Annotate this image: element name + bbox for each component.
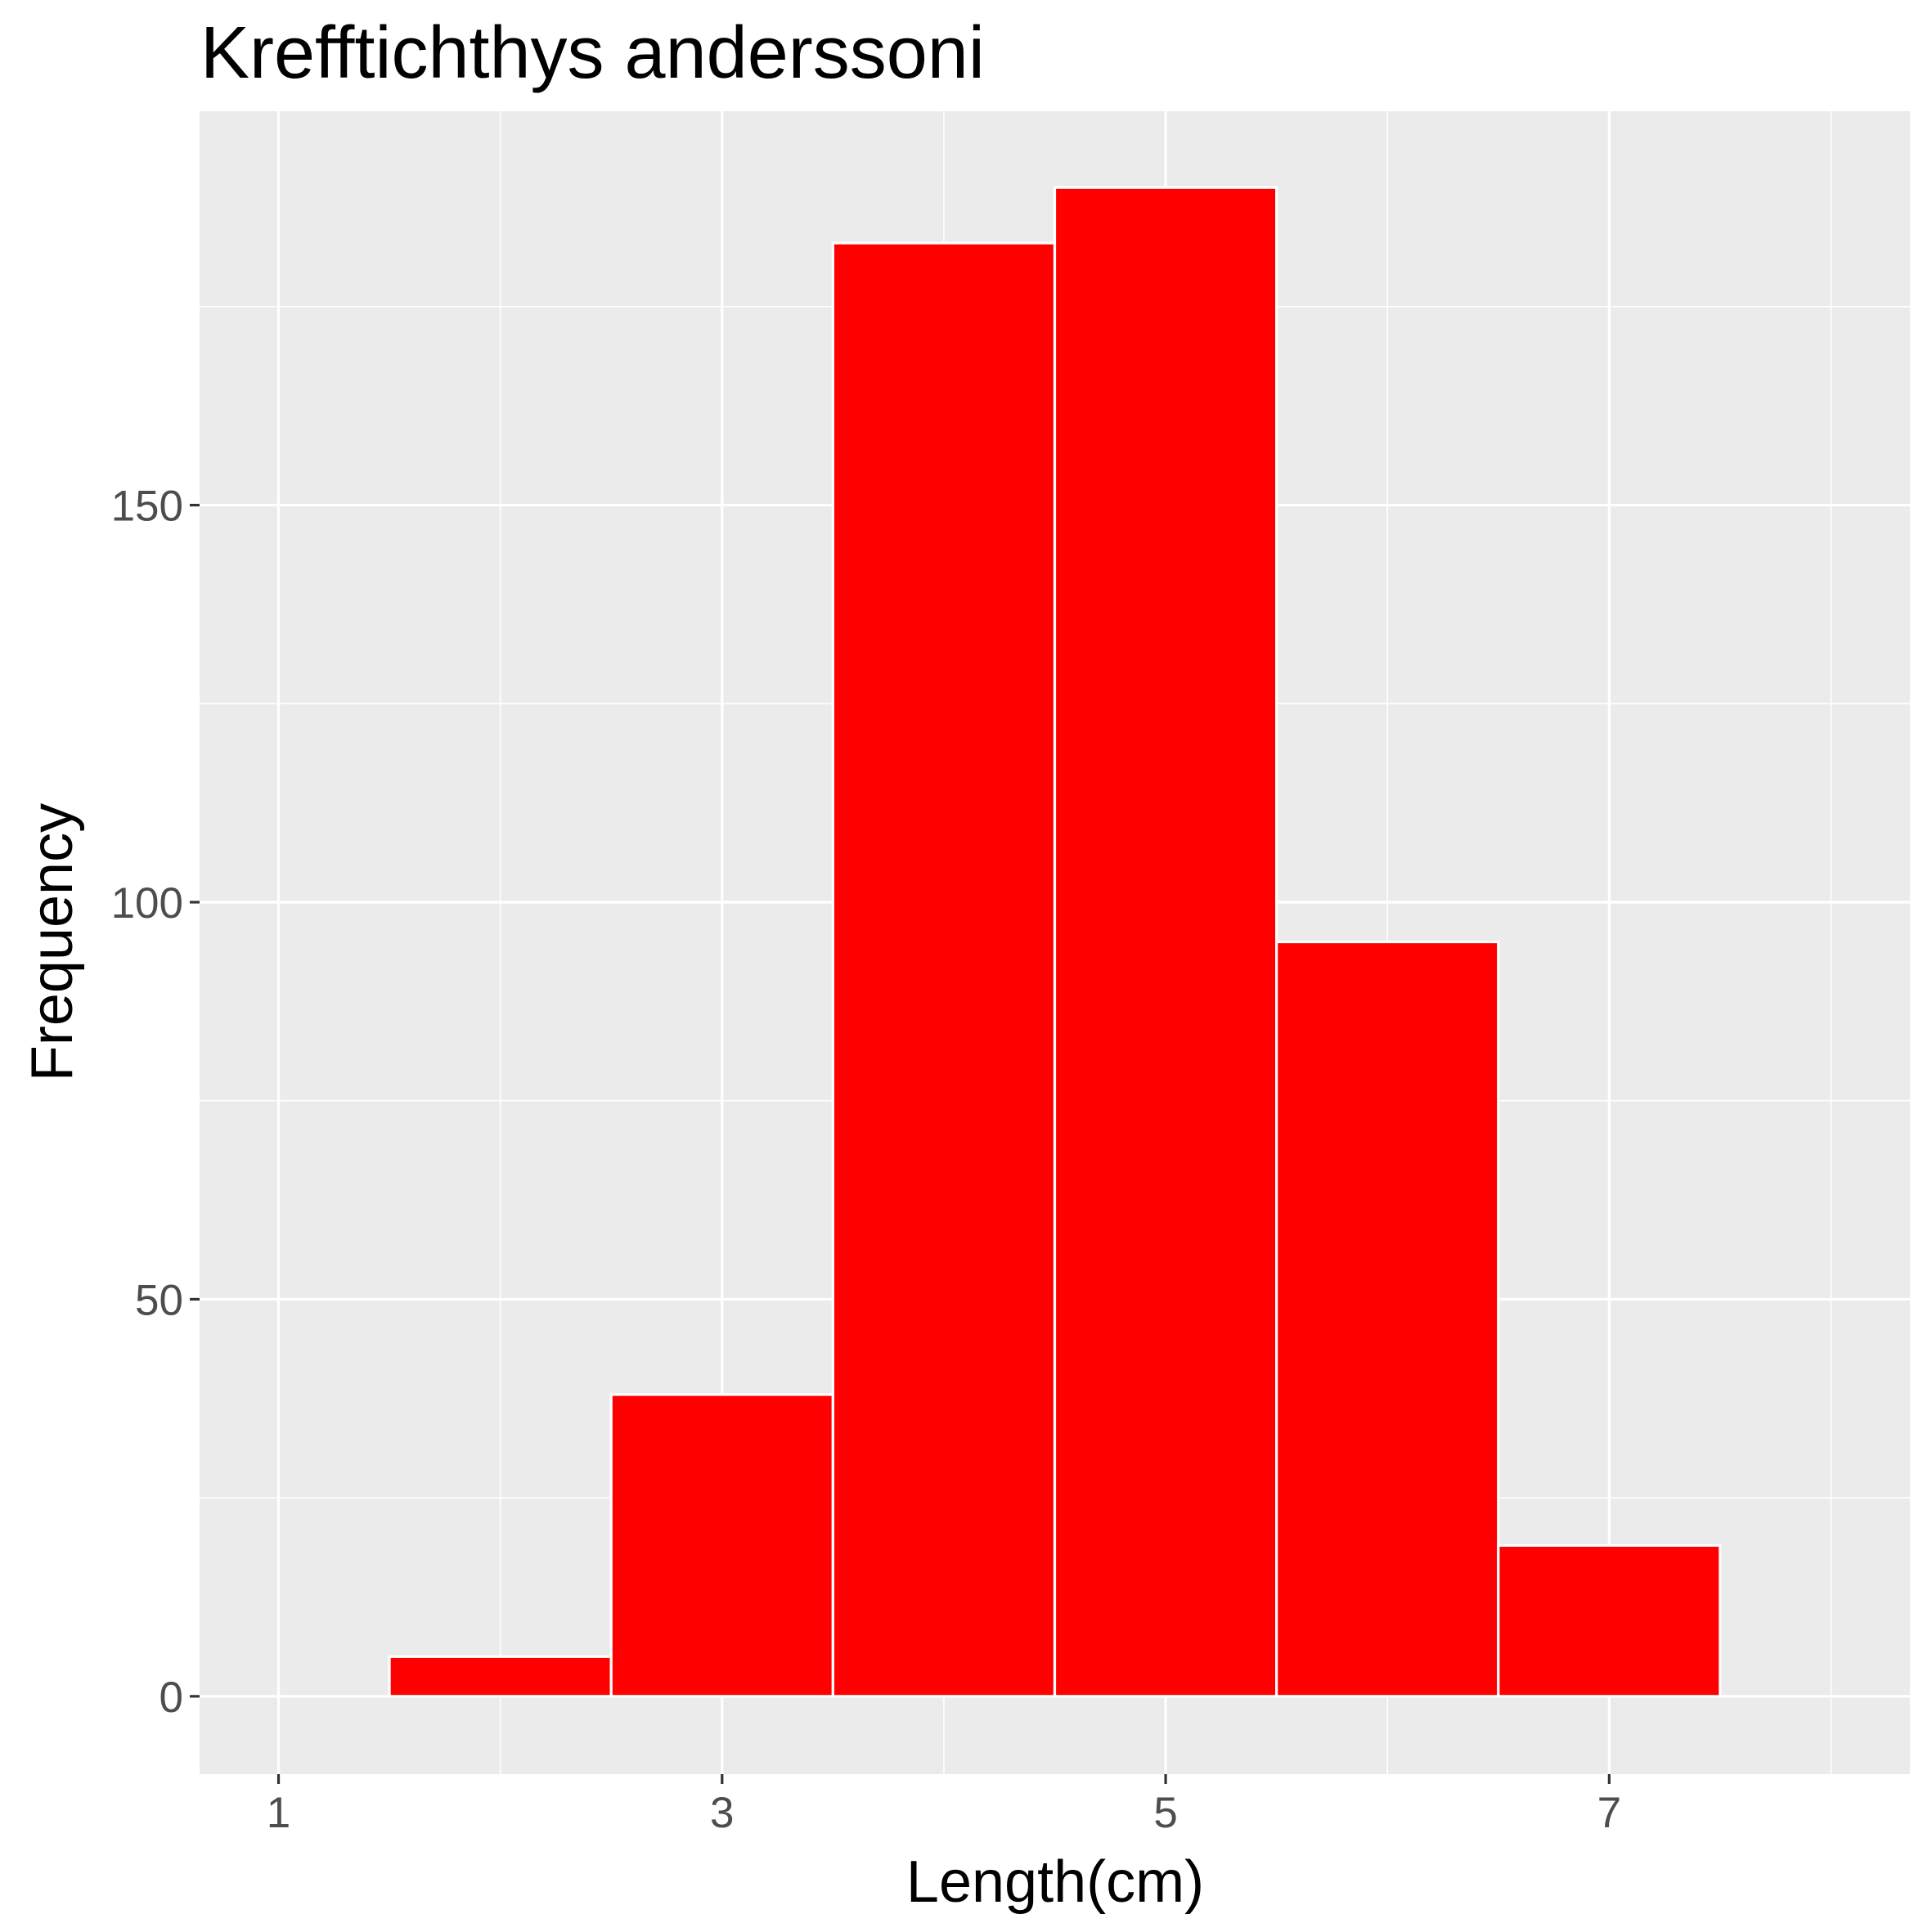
y-tick-label: 100 <box>111 879 183 928</box>
histogram-bar <box>1053 186 1278 1698</box>
y-tick-label: 50 <box>135 1276 183 1324</box>
axes: 1 3 5 7 0 50 100 150 <box>111 483 1622 1837</box>
bars <box>388 186 1722 1698</box>
histogram-bar <box>1497 1543 1722 1698</box>
histogram-bar <box>1275 940 1500 1698</box>
x-tick-label: 7 <box>1597 1789 1621 1837</box>
y-axis-title: Frequency <box>20 803 85 1081</box>
x-axis-title: Length(cm) <box>906 1849 1204 1915</box>
histogram-bar <box>831 241 1057 1698</box>
y-tick-label: 0 <box>160 1674 183 1722</box>
y-tick-label: 150 <box>111 483 183 531</box>
chart-title: Krefftichthys anderssoni <box>200 12 985 94</box>
histogram-bar <box>388 1655 613 1698</box>
x-tick-label: 1 <box>267 1789 290 1837</box>
x-tick-label: 3 <box>710 1789 734 1837</box>
x-tick-label: 5 <box>1153 1789 1177 1837</box>
histogram-bar <box>609 1393 834 1698</box>
